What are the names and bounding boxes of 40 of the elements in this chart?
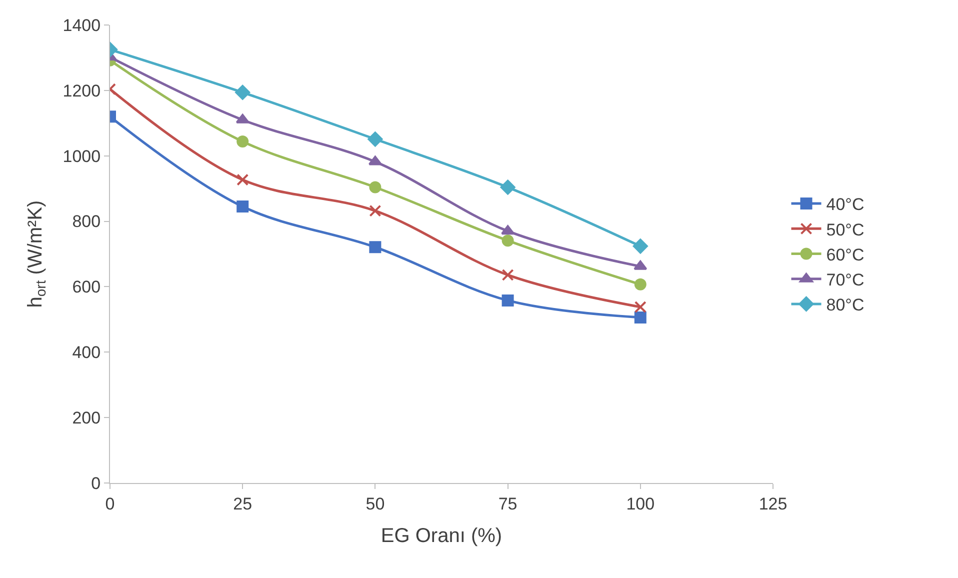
x-tick-label: 125	[758, 494, 788, 514]
y-tick-label: 600	[72, 278, 101, 297]
point	[501, 225, 515, 235]
legend-label: 50°C	[826, 220, 864, 240]
x-tick-label: 0	[105, 494, 115, 514]
x-tick-label: 50	[366, 494, 385, 514]
point	[369, 204, 382, 217]
y-tick-label: 1200	[62, 81, 101, 100]
y-tick-label: 200	[72, 408, 101, 428]
legend-label: 70°C	[826, 270, 864, 290]
y-tick-label: 0	[91, 474, 101, 493]
point	[368, 132, 383, 147]
point	[634, 301, 646, 313]
point	[236, 135, 249, 148]
point	[369, 241, 382, 254]
y-tick-label: 400	[72, 343, 101, 362]
point	[235, 84, 250, 100]
point	[634, 260, 648, 270]
legend-label: 60°C	[826, 245, 864, 264]
point	[502, 234, 514, 247]
point	[368, 156, 382, 166]
point	[236, 114, 250, 124]
point	[634, 278, 646, 290]
point	[236, 200, 249, 213]
x-tick-label: 75	[498, 494, 518, 514]
x-tick-label: 100	[626, 494, 655, 514]
legend-label: 40°C	[826, 195, 864, 214]
y-tick-label: 1400	[62, 16, 101, 35]
x-tick-label: 25	[233, 494, 252, 514]
point	[500, 180, 516, 195]
y-tick-label: 1000	[62, 146, 101, 166]
point	[502, 294, 514, 306]
x-axis-title: EG Oranı (%)	[380, 524, 502, 547]
point	[502, 268, 514, 281]
point	[236, 174, 249, 186]
y-tick-label: 800	[72, 212, 101, 232]
point	[632, 238, 648, 254]
point	[369, 181, 382, 194]
point	[634, 311, 646, 324]
legend-label: 80°C	[826, 296, 864, 315]
